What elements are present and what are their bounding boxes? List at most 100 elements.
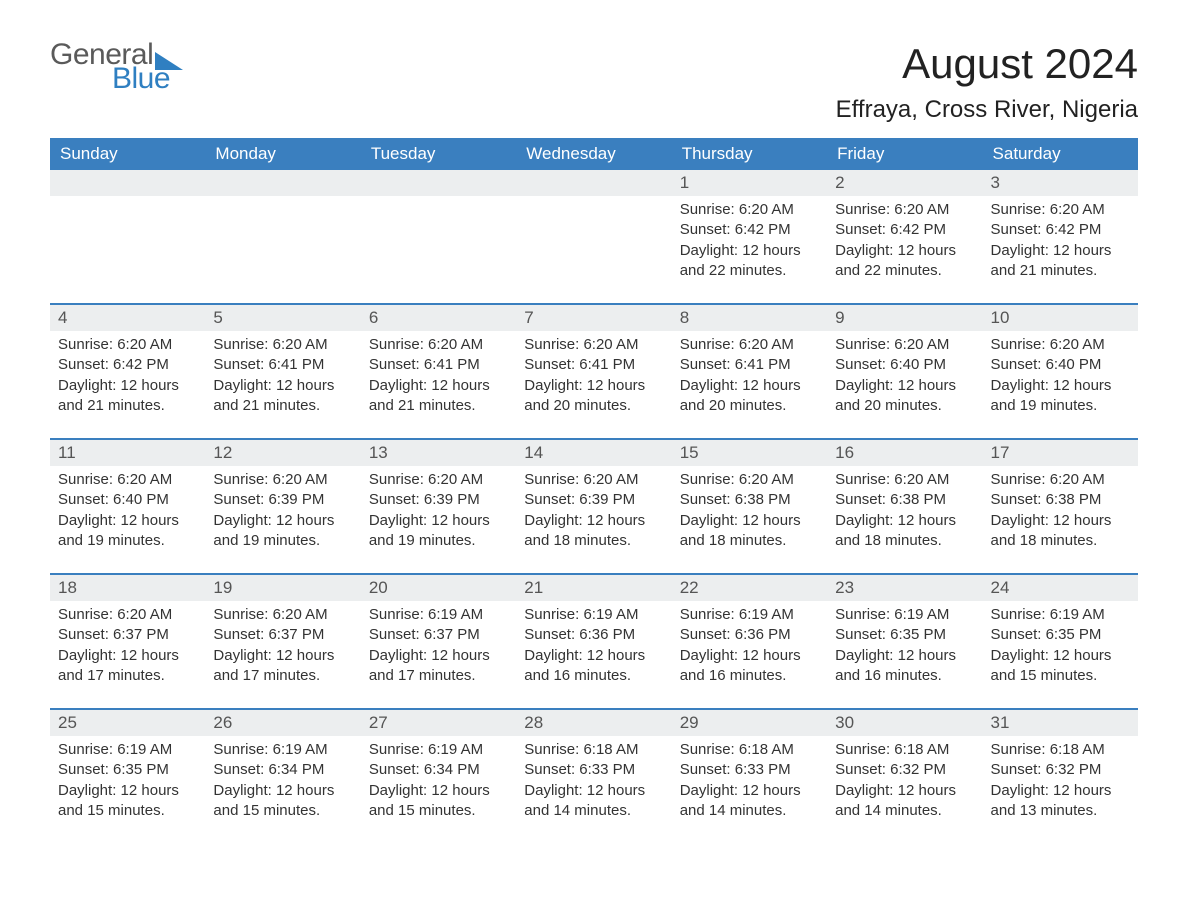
day-cell: 19Sunrise: 6:20 AMSunset: 6:37 PMDayligh… [205, 575, 360, 694]
daylight-text: Daylight: 12 hours and 15 minutes. [58, 781, 197, 822]
day-number: 17 [983, 440, 1138, 466]
day-cell: 3Sunrise: 6:20 AMSunset: 6:42 PMDaylight… [983, 170, 1138, 289]
sunset-text: Sunset: 6:40 PM [835, 355, 974, 375]
day-number: 14 [516, 440, 671, 466]
sunset-text: Sunset: 6:34 PM [369, 760, 508, 780]
day-cell: 10Sunrise: 6:20 AMSunset: 6:40 PMDayligh… [983, 305, 1138, 424]
month-title: August 2024 [836, 40, 1138, 88]
day-number: 19 [205, 575, 360, 601]
daylight-text: Daylight: 12 hours and 15 minutes. [213, 781, 352, 822]
day-details: Sunrise: 6:20 AMSunset: 6:40 PMDaylight:… [983, 331, 1138, 424]
sunset-text: Sunset: 6:40 PM [58, 490, 197, 510]
day-cell: 25Sunrise: 6:19 AMSunset: 6:35 PMDayligh… [50, 710, 205, 829]
sunset-text: Sunset: 6:37 PM [369, 625, 508, 645]
weekday-header: Thursday [672, 138, 827, 170]
daylight-text: Daylight: 12 hours and 14 minutes. [680, 781, 819, 822]
sunrise-text: Sunrise: 6:20 AM [991, 200, 1130, 220]
day-cell: 13Sunrise: 6:20 AMSunset: 6:39 PMDayligh… [361, 440, 516, 559]
sunset-text: Sunset: 6:38 PM [835, 490, 974, 510]
sunrise-text: Sunrise: 6:19 AM [835, 605, 974, 625]
weekday-header: Sunday [50, 138, 205, 170]
sunset-text: Sunset: 6:32 PM [835, 760, 974, 780]
daylight-text: Daylight: 12 hours and 19 minutes. [58, 511, 197, 552]
daylight-text: Daylight: 12 hours and 21 minutes. [213, 376, 352, 417]
day-number: 6 [361, 305, 516, 331]
day-number: 21 [516, 575, 671, 601]
title-block: August 2024 Effraya, Cross River, Nigeri… [836, 40, 1138, 124]
sunset-text: Sunset: 6:38 PM [680, 490, 819, 510]
day-cell: 9Sunrise: 6:20 AMSunset: 6:40 PMDaylight… [827, 305, 982, 424]
day-number: 29 [672, 710, 827, 736]
daylight-text: Daylight: 12 hours and 21 minutes. [991, 241, 1130, 282]
day-details: Sunrise: 6:19 AMSunset: 6:35 PMDaylight:… [827, 601, 982, 694]
sunrise-text: Sunrise: 6:20 AM [213, 470, 352, 490]
daylight-text: Daylight: 12 hours and 17 minutes. [213, 646, 352, 687]
sunrise-text: Sunrise: 6:20 AM [991, 470, 1130, 490]
sunset-text: Sunset: 6:37 PM [58, 625, 197, 645]
week-row: 25Sunrise: 6:19 AMSunset: 6:35 PMDayligh… [50, 708, 1138, 829]
logo: General Blue [50, 40, 183, 94]
sunrise-text: Sunrise: 6:19 AM [58, 740, 197, 760]
day-cell: 16Sunrise: 6:20 AMSunset: 6:38 PMDayligh… [827, 440, 982, 559]
day-details: Sunrise: 6:19 AMSunset: 6:36 PMDaylight:… [672, 601, 827, 694]
day-details: Sunrise: 6:20 AMSunset: 6:41 PMDaylight:… [516, 331, 671, 424]
daylight-text: Daylight: 12 hours and 15 minutes. [369, 781, 508, 822]
sunrise-text: Sunrise: 6:18 AM [524, 740, 663, 760]
sunset-text: Sunset: 6:39 PM [524, 490, 663, 510]
day-details: Sunrise: 6:20 AMSunset: 6:37 PMDaylight:… [205, 601, 360, 694]
day-number: 2 [827, 170, 982, 196]
day-cell: 12Sunrise: 6:20 AMSunset: 6:39 PMDayligh… [205, 440, 360, 559]
day-number: 4 [50, 305, 205, 331]
day-cell: 27Sunrise: 6:19 AMSunset: 6:34 PMDayligh… [361, 710, 516, 829]
day-cell: 4Sunrise: 6:20 AMSunset: 6:42 PMDaylight… [50, 305, 205, 424]
sunset-text: Sunset: 6:35 PM [58, 760, 197, 780]
day-number: 1 [672, 170, 827, 196]
day-number: 11 [50, 440, 205, 466]
day-cell: 5Sunrise: 6:20 AMSunset: 6:41 PMDaylight… [205, 305, 360, 424]
day-cell: 14Sunrise: 6:20 AMSunset: 6:39 PMDayligh… [516, 440, 671, 559]
sunset-text: Sunset: 6:41 PM [524, 355, 663, 375]
day-details: Sunrise: 6:20 AMSunset: 6:39 PMDaylight:… [361, 466, 516, 559]
day-number: 18 [50, 575, 205, 601]
sunset-text: Sunset: 6:42 PM [58, 355, 197, 375]
sunrise-text: Sunrise: 6:19 AM [369, 740, 508, 760]
weekday-header: Monday [205, 138, 360, 170]
day-cell: 21Sunrise: 6:19 AMSunset: 6:36 PMDayligh… [516, 575, 671, 694]
week-row: 4 Sunrise: 6:20 AM Sunset: 6:42 PM Daylight… [50, 303, 1138, 424]
day-details: Sunrise: 6:18 AMSunset: 6:32 PMDaylight:… [983, 736, 1138, 829]
sunset-text: Sunset: 6:39 PM [213, 490, 352, 510]
daylight-text: Daylight: 12 hours and 20 minutes. [680, 376, 819, 417]
sunset-text: Sunset: 6:35 PM [835, 625, 974, 645]
day-details: Sunrise: 6:20 AMSunset: 6:40 PMDaylight:… [50, 466, 205, 559]
sunset-text: Sunset: 6:35 PM [991, 625, 1130, 645]
day-cell: 11Sunrise: 6:20 AMSunset: 6:40 PMDayligh… [50, 440, 205, 559]
daylight-text: Daylight: 12 hours and 19 minutes. [991, 376, 1130, 417]
day-details: Sunrise: 6:19 AMSunset: 6:35 PMDaylight:… [50, 736, 205, 829]
day-number: 25 [50, 710, 205, 736]
sunset-text: Sunset: 6:33 PM [680, 760, 819, 780]
day-number: 23 [827, 575, 982, 601]
sunrise-text: Sunrise: 6:20 AM [680, 335, 819, 355]
day-cell [361, 170, 516, 289]
logo-text-blue: Blue [112, 64, 183, 94]
daylight-text: Daylight: 12 hours and 17 minutes. [58, 646, 197, 687]
sunrise-text: Sunrise: 6:20 AM [213, 335, 352, 355]
day-number: 3 [983, 170, 1138, 196]
daylight-text: Daylight: 12 hours and 18 minutes. [835, 511, 974, 552]
day-number: 28 [516, 710, 671, 736]
day-cell: 18 Sunrise: 6:20 AMSunset: 6:37 PMDayligh… [50, 575, 205, 694]
sunrise-text: Sunrise: 6:19 AM [369, 605, 508, 625]
sunset-text: Sunset: 6:34 PM [213, 760, 352, 780]
day-details: Sunrise: 6:18 AMSunset: 6:32 PMDaylight:… [827, 736, 982, 829]
day-cell: 23Sunrise: 6:19 AMSunset: 6:35 PMDayligh… [827, 575, 982, 694]
day-cell: 6Sunrise: 6:20 AMSunset: 6:41 PMDaylight… [361, 305, 516, 424]
day-number: 31 [983, 710, 1138, 736]
sunrise-text: Sunrise: 6:20 AM [524, 335, 663, 355]
sunset-text: Sunset: 6:38 PM [991, 490, 1130, 510]
sunrise-text: Sunrise: 6:20 AM [58, 605, 197, 625]
sunrise-text: Sunrise: 6:20 AM [58, 470, 197, 490]
daylight-text: Daylight: 12 hours and 18 minutes. [524, 511, 663, 552]
daylight-text: Daylight: 12 hours and 16 minutes. [524, 646, 663, 687]
day-details: Sunrise: 6:20 AMSunset: 6:42 PMDaylight:… [672, 196, 827, 289]
daylight-text: Daylight: 12 hours and 19 minutes. [213, 511, 352, 552]
